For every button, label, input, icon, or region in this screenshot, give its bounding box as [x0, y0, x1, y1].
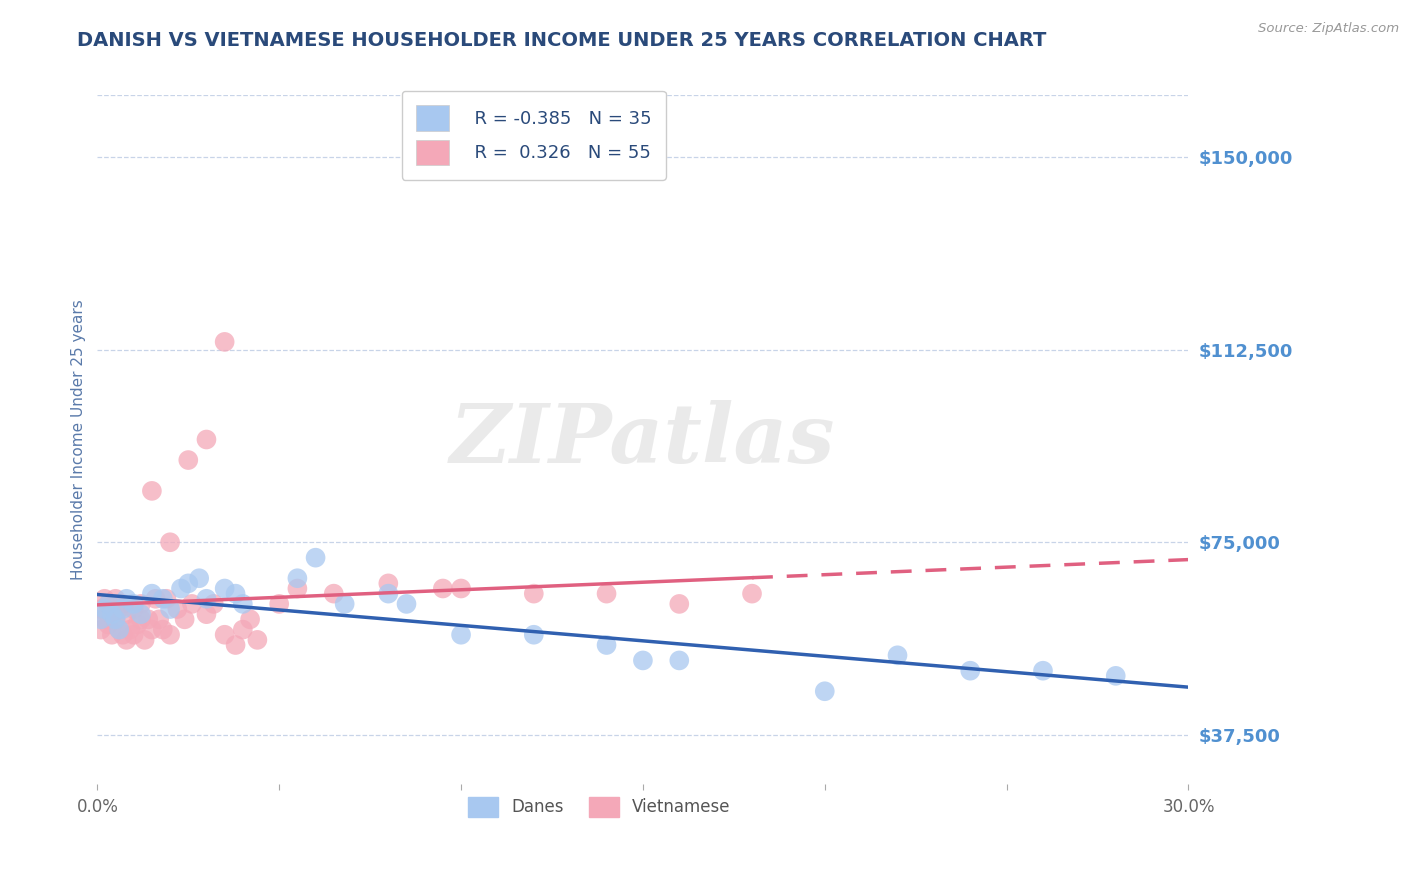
Point: [152, 591, 174, 606]
Point: [232, 623, 254, 637]
Point: [122, 597, 145, 611]
Point: [177, 453, 200, 467]
Point: [668, 653, 690, 667]
Point: [269, 597, 291, 611]
Point: [180, 597, 202, 611]
Point: [202, 597, 225, 611]
Point: [148, 612, 170, 626]
Point: [395, 597, 418, 611]
Point: [97, 597, 120, 611]
Point: [93, 612, 115, 626]
Point: [141, 623, 163, 637]
Point: [170, 582, 193, 596]
Point: [97, 597, 120, 611]
Point: [225, 638, 247, 652]
Point: [214, 628, 236, 642]
Point: [214, 334, 236, 349]
Point: [1105, 669, 1128, 683]
Point: [97, 617, 120, 632]
Point: [122, 602, 145, 616]
Point: [90, 602, 112, 616]
Point: [127, 617, 149, 632]
Point: [152, 623, 174, 637]
Point: [141, 483, 163, 498]
Point: [668, 597, 690, 611]
Point: [886, 648, 908, 663]
Point: [108, 623, 131, 637]
Point: [333, 597, 356, 611]
Point: [155, 591, 177, 606]
Point: [104, 612, 127, 626]
Point: [814, 684, 837, 698]
Point: [166, 602, 188, 616]
Point: [145, 591, 167, 606]
Point: [195, 433, 218, 447]
Point: [595, 638, 617, 652]
Point: [104, 612, 127, 626]
Point: [287, 571, 309, 585]
Point: [111, 597, 134, 611]
Point: [304, 550, 326, 565]
Point: [111, 602, 134, 616]
Point: [177, 576, 200, 591]
Text: DANISH VS VIETNAMESE HOUSEHOLDER INCOME UNDER 25 YEARS CORRELATION CHART: DANISH VS VIETNAMESE HOUSEHOLDER INCOME …: [77, 31, 1046, 50]
Point: [432, 582, 454, 596]
Point: [90, 623, 112, 637]
Point: [115, 607, 138, 622]
Point: [188, 571, 211, 585]
Point: [101, 628, 124, 642]
Point: [134, 632, 156, 647]
Point: [523, 587, 546, 601]
Point: [450, 628, 472, 642]
Point: [246, 632, 269, 647]
Point: [173, 612, 195, 626]
Point: [111, 628, 134, 642]
Point: [101, 607, 124, 622]
Point: [108, 623, 131, 637]
Point: [195, 591, 218, 606]
Point: [159, 535, 181, 549]
Point: [1032, 664, 1054, 678]
Point: [523, 628, 546, 642]
Point: [159, 628, 181, 642]
Point: [122, 628, 145, 642]
Y-axis label: Householder Income Under 25 years: Householder Income Under 25 years: [72, 299, 86, 580]
Point: [214, 582, 236, 596]
Point: [377, 576, 399, 591]
Point: [141, 587, 163, 601]
Point: [93, 602, 115, 616]
Point: [104, 591, 127, 606]
Point: [129, 607, 152, 622]
Point: [595, 587, 617, 601]
Text: ZIPatlas: ZIPatlas: [450, 400, 835, 480]
Text: Source: ZipAtlas.com: Source: ZipAtlas.com: [1258, 22, 1399, 36]
Point: [159, 602, 181, 616]
Point: [101, 607, 124, 622]
Legend: Danes, Vietnamese: Danes, Vietnamese: [461, 790, 737, 823]
Point: [377, 587, 399, 601]
Point: [90, 612, 112, 626]
Point: [129, 612, 152, 626]
Point: [322, 587, 344, 601]
Point: [115, 591, 138, 606]
Point: [129, 597, 152, 611]
Point: [239, 612, 262, 626]
Point: [195, 607, 218, 622]
Point: [959, 664, 981, 678]
Point: [225, 587, 247, 601]
Point: [631, 653, 654, 667]
Point: [108, 602, 131, 616]
Point: [741, 587, 763, 601]
Point: [115, 632, 138, 647]
Point: [136, 612, 159, 626]
Point: [232, 597, 254, 611]
Point: [287, 582, 309, 596]
Point: [93, 591, 115, 606]
Point: [120, 623, 142, 637]
Point: [450, 582, 472, 596]
